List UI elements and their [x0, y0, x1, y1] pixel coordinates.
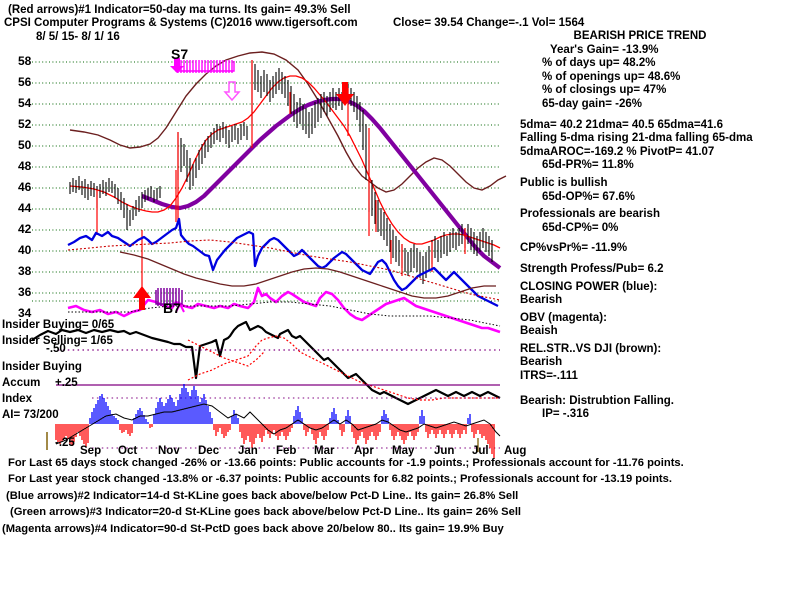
date-range: 8/ 5/ 15- 8/ 1/ 16: [36, 31, 120, 43]
footer-indicator-2: (Blue arrows)#2 Indicator=14-d St-KLine …: [6, 489, 519, 502]
accum-index-histogram: [55, 384, 495, 458]
y-tick-58: 58: [18, 54, 32, 68]
footer-indicator-3: (Green arrows)#3 Indicator=20-d St-KLine…: [10, 506, 522, 519]
insider-accum-ma-dotted-2: [187, 339, 265, 367]
x-tick-mar: Mar: [314, 445, 335, 457]
rel-strength-line-upper: [69, 51, 507, 193]
closing-power-title: CLOSING POWER (blue):: [520, 280, 658, 293]
itrs-value: ITRS=-.111: [520, 370, 578, 383]
rel-strength-value: Bearish: [520, 356, 563, 369]
y-tick-52: 52: [18, 117, 32, 131]
y-tick-54: 54: [18, 96, 32, 110]
y-tick-42: 42: [18, 222, 32, 236]
magenta-up-tick: [175, 301, 185, 313]
cp-vs-pr: CP%vsPr%= -11.9%: [520, 242, 628, 255]
closing-power-ma-dotted: [67, 239, 501, 301]
obv-line: [67, 286, 501, 334]
strength-profess-pub: Strength Profess/Pub= 6.2: [520, 262, 664, 275]
closing-power-value: Bearish: [520, 294, 563, 307]
buy-marker-label: B7: [163, 300, 181, 316]
pct-closings-up: % of closings up= 47%: [542, 84, 667, 97]
price-spike-bars: [96, 60, 466, 290]
y-tick-50: 50: [18, 138, 32, 152]
x-tick-dec: Dec: [198, 445, 220, 457]
dma-values: 5dma= 40.2 21dma= 40.5 65dma=41.6: [520, 118, 723, 131]
pct-days-up: % of days up= 48.2%: [542, 57, 656, 70]
ip-value: IP= -.316: [542, 408, 589, 421]
x-tick-oct: Oct: [118, 445, 138, 457]
buy-arrow-red: [133, 286, 151, 310]
accum-label-line2: Accum: [2, 377, 41, 389]
rel-strength-title: REL.STR..VS DJI (brown):: [520, 342, 662, 355]
dma-aroc: 5dmaAROC=-169.2 % PivotP= 41.07: [520, 145, 715, 158]
y-tick-34: 34: [18, 306, 32, 320]
public-state: Public is bullish: [520, 176, 608, 189]
insider-selling-count: Insider Selling= 1/65: [2, 335, 113, 347]
footer-line-last-year: For Last year stock changed -13.8% or -6…: [8, 473, 672, 486]
obv-title: OBV (magenta):: [520, 311, 607, 324]
magenta-down-arrow-mid: [223, 81, 241, 102]
ma-65-line: [141, 96, 502, 270]
cp-65-day: 65d-CP%= 0%: [542, 221, 619, 234]
ma-21-line: [69, 75, 501, 249]
years-gain: Year's Gain= -13.9%: [550, 43, 659, 56]
obv-ma-dotted: [68, 301, 501, 327]
y-tick-36: 36: [18, 285, 32, 299]
buy-signal-marker-b7: [155, 288, 183, 306]
price-gridlines: [32, 61, 500, 302]
y-tick-38: 38: [18, 264, 32, 278]
y-tick-48: 48: [18, 159, 32, 173]
company-title: CPSI Computer Programs & Systems (C)2016…: [4, 17, 358, 29]
x-tick-apr: Apr: [354, 445, 374, 457]
gain-65-day: 65-day gain= -26%: [542, 97, 643, 110]
sell-signal-marker-s7: [170, 58, 235, 73]
tick-minus-25: -.25: [55, 437, 75, 449]
tick-minus-50: -.50: [46, 343, 66, 355]
y-tick-44: 44: [18, 201, 32, 215]
quote-summary: Close= 39.54 Change=-.1 Vol= 1564: [393, 17, 585, 29]
indicator-1-summary: (Red arrows)#1 Indicator=50-day ma turns…: [8, 4, 351, 16]
y-tick-46: 46: [18, 180, 32, 194]
trend-title: BEARISH PRICE TREND: [573, 30, 707, 42]
footer-summary: For Last 65 days stock changed -26% or -…: [0, 455, 800, 537]
y-tick-56: 56: [18, 75, 32, 89]
professionals-state: Professionals are bearish: [520, 208, 660, 221]
accum-index-ma-line: [55, 403, 501, 445]
insider-buying-count: Insider Buying= 0/65: [2, 319, 115, 331]
accum-label-line4: AI= 73/200: [2, 409, 59, 421]
footer-indicator-4: (Magenta arrows)#4 Indicator=90-d St-Pct…: [2, 522, 504, 535]
x-tick-may: May: [392, 445, 415, 457]
price-chart[interactable]: 58 56 54 52 50 48 46 44 42 40 38 36 34 S…: [0, 40, 526, 460]
x-tick-sep: Sep: [80, 445, 102, 457]
dma-direction: Falling 5-dma rising 21-dma falling 65-d…: [520, 132, 753, 145]
closing-power-line: [67, 217, 499, 308]
rel-strength-line-lower: [119, 251, 496, 299]
distribution-state: Bearish: Distrubtion Falling.: [520, 394, 674, 407]
insider-accum-line: [31, 320, 501, 406]
sell-arrow-red: [336, 82, 354, 106]
accum-label-line1: Insider Buying: [2, 361, 82, 373]
footer-line-65-days: For Last 65 days stock changed -26% or -…: [8, 457, 684, 469]
x-tick-aug: Aug: [504, 445, 527, 457]
x-tick-jun: Jun: [434, 445, 455, 457]
analysis-panel: BEARISH PRICE TREND Year's Gain= -13.9% …: [520, 30, 798, 422]
price-bars: [69, 60, 493, 284]
op-65-day: 65d-OP%= 67.6%: [542, 190, 636, 203]
x-tick-feb: Feb: [276, 445, 297, 457]
x-tick-nov: Nov: [158, 445, 180, 457]
accum-label-line3: Index: [2, 393, 33, 405]
pr-65-day: 65d-PR%= 11.8%: [542, 159, 634, 172]
tick-plus-25: +.25: [55, 377, 78, 389]
x-tick-jul: Jul: [472, 445, 489, 457]
pct-openings-up: % of openings up= 48.6%: [542, 70, 681, 83]
insider-accum-ma-dotted: [187, 335, 500, 401]
obv-value: Beaish: [520, 325, 558, 338]
x-tick-jan: Jan: [238, 445, 258, 457]
chart-canvas[interactable]: [0, 40, 520, 460]
y-tick-40: 40: [18, 243, 32, 257]
sell-marker-label: S7: [171, 46, 189, 62]
